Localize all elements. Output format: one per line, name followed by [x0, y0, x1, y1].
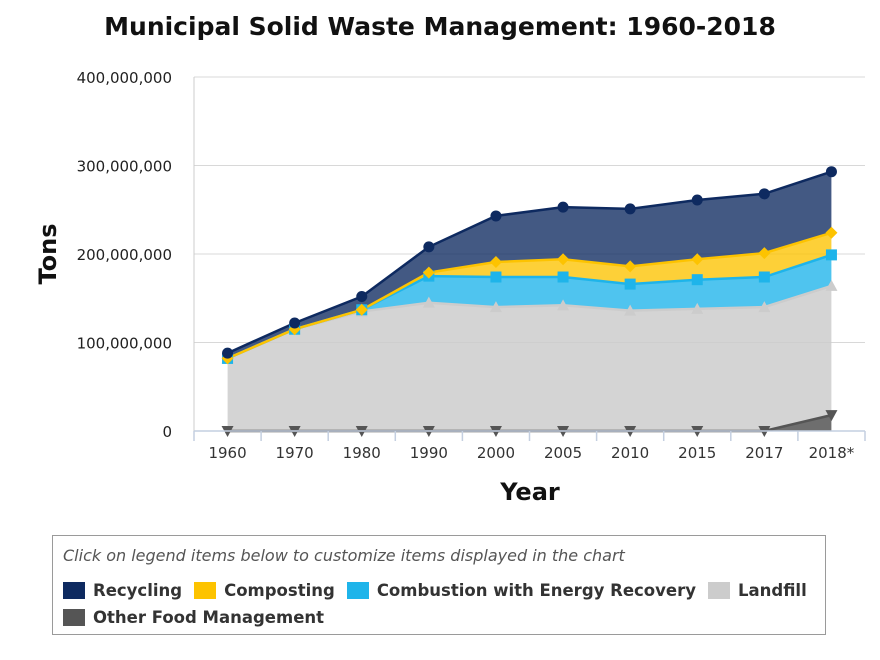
y-axis-title: Tons [34, 223, 62, 284]
y-tick-label: 400,000,000 [77, 69, 172, 87]
marker-landfill [422, 296, 435, 308]
legend-item-recycling[interactable]: Recycling [63, 581, 182, 600]
y-tick-label: 300,000,000 [77, 158, 172, 176]
line-recycling [227, 170, 832, 355]
x-tick-label: 1980 [343, 444, 381, 462]
marker-recycling [557, 201, 569, 213]
legend-label-combustion: Combustion with Energy Recovery [376, 580, 696, 600]
x-tick-label: 2000 [477, 444, 515, 462]
area-recycling [227, 171, 832, 359]
x-axis-title: Year [499, 478, 560, 506]
x-tick-label: 1960 [208, 444, 246, 462]
chart-svg: Municipal Solid Waste Management: 1960-2… [34, 12, 866, 506]
x-tick-label: 2018* [809, 444, 855, 462]
marker-recycling [222, 347, 234, 359]
tick-label-layer: 0 100,000,000 200,000,000 300,000,000 400,00… [77, 69, 855, 462]
marker-landfill [557, 299, 570, 311]
y-tick-label: 100,000,000 [77, 335, 172, 353]
line-composting [227, 231, 832, 360]
area-combustion-with-energy-recovery [227, 254, 832, 359]
marker-landfill [758, 301, 771, 313]
marker-landfill [825, 279, 838, 291]
legend-label-other-food-management: Other Food Management [93, 607, 325, 627]
y-tick-label: 0 [162, 423, 172, 441]
marker-layer [221, 166, 838, 437]
marker-landfill [624, 304, 637, 316]
marker-composting [489, 255, 502, 268]
marker-combustion-with-energy-recovery [557, 271, 569, 283]
marker-combustion-with-energy-recovery [490, 271, 502, 283]
legend-row-1: Recycling Composting Combustion with Ene… [63, 579, 819, 601]
legend-swatch-recycling [63, 581, 85, 599]
marker-recycling [691, 194, 703, 206]
legend-swatch-composting [194, 581, 217, 599]
chart-title: Municipal Solid Waste Management: 1960-2… [104, 12, 776, 41]
legend-instruction: Click on legend items below to customize… [63, 546, 625, 565]
area-landfill [227, 285, 832, 431]
marker-recycling [423, 241, 435, 253]
legend-item-combustion[interactable]: Combustion with Energy Recovery [346, 580, 696, 600]
marker-combustion-with-energy-recovery [825, 249, 837, 261]
legend-item-landfill[interactable]: Landfill [707, 580, 807, 600]
legend-label-landfill: Landfill [737, 580, 807, 600]
legend-row-2: Other Food Management [63, 606, 336, 628]
x-tick-label: 1990 [410, 444, 448, 462]
x-tick-label: 2005 [544, 444, 582, 462]
marker-recycling [289, 317, 301, 329]
marker-combustion-with-energy-recovery [624, 278, 636, 290]
marker-composting [355, 303, 368, 316]
legend-label-composting: Composting [224, 580, 335, 600]
axis-layer [193, 430, 866, 441]
marker-landfill [489, 301, 502, 313]
marker-combustion-with-energy-recovery [691, 274, 703, 286]
legend-box: Click on legend items below to customize… [52, 535, 826, 635]
marker-composting [624, 260, 637, 273]
marker-composting [422, 266, 435, 279]
marker-composting [557, 253, 570, 266]
legend-label-recycling: Recycling [93, 580, 183, 600]
x-tick-label: 1970 [276, 444, 314, 462]
marker-composting [758, 247, 771, 260]
marker-composting [691, 253, 704, 266]
marker-recycling [825, 166, 837, 178]
legend-swatch-combustion [346, 581, 369, 599]
legend-item-other-food-management[interactable]: Other Food Management [63, 608, 324, 627]
marker-recycling [490, 210, 502, 222]
marker-recycling [624, 203, 636, 215]
x-tick-label: 2010 [611, 444, 649, 462]
y-tick-label: 200,000,000 [77, 246, 172, 264]
marker-composting [825, 226, 838, 239]
marker-recycling [758, 188, 770, 200]
x-tick-label: 2015 [678, 444, 716, 462]
marker-combustion-with-energy-recovery [758, 271, 770, 283]
x-tick-label: 2017 [745, 444, 783, 462]
marker-landfill [691, 302, 704, 314]
legend-swatch-landfill [707, 581, 730, 599]
legend-item-composting[interactable]: Composting [194, 581, 335, 600]
marker-recycling [356, 290, 368, 302]
legend-swatch-other-food-management [63, 608, 85, 626]
area-composting [227, 232, 832, 359]
marker-other-food-management [825, 410, 838, 422]
